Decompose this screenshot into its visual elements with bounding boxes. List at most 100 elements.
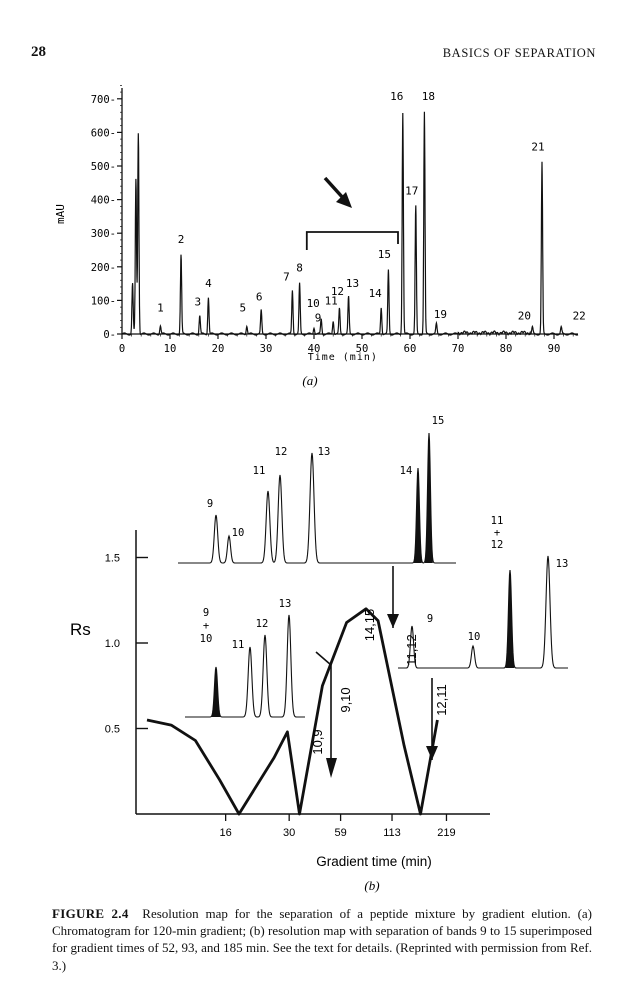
- peak-label: 15: [378, 248, 391, 261]
- figure-caption: FIGURE 2.4 Resolution map for the separa…: [52, 905, 592, 974]
- inset-93-plus: +: [203, 620, 209, 632]
- inset-93-filled-peak: [211, 667, 221, 717]
- arrow-52-path: [315, 651, 332, 770]
- inset-52-peak-label: 12: [275, 446, 288, 458]
- inset-185-peak-label: 12: [491, 539, 504, 551]
- y-tick-label: 0-: [103, 329, 116, 341]
- x-tick-label: 60: [404, 343, 417, 355]
- gradient-tick-label: 59: [334, 827, 346, 839]
- crossing-label: 12,11: [434, 684, 449, 716]
- y-tick-label: 100-: [91, 295, 116, 307]
- inset-52-trace: [178, 432, 456, 564]
- inset-185-peak-label: 9: [427, 613, 433, 625]
- inset-52-peak-label: 10: [232, 527, 245, 539]
- gradient-tick-label: 30: [283, 827, 295, 839]
- crossing-label: 11,12: [404, 634, 419, 666]
- chromatogram-trace: [121, 111, 579, 337]
- x-tick-label: 70: [452, 343, 465, 355]
- y-tick-label: 700-: [91, 94, 116, 106]
- pointer-arrow-shaft: [323, 176, 346, 201]
- x-tick-label: 30: [260, 343, 273, 355]
- peak-label: 22: [573, 309, 586, 322]
- inset-52-peak-label: 15: [432, 415, 445, 427]
- x-tick-label: 0: [119, 343, 125, 355]
- y-tick-label: 600-: [91, 127, 116, 139]
- gradient-axis-label: Gradient time (min): [316, 854, 432, 869]
- x-axis-label: Time (min): [308, 352, 378, 363]
- inset-93-peak-label: 12: [256, 618, 269, 630]
- peak-label: 2: [178, 233, 185, 246]
- peak-label: 14: [369, 287, 383, 300]
- rs-tick-label: 0.5: [105, 724, 120, 736]
- figure-label: FIGURE 2.4: [52, 906, 129, 921]
- y-tick-label: 400-: [91, 195, 116, 207]
- y-tick-label: 500-: [91, 161, 116, 173]
- rs-tick-label: 1.0: [105, 638, 120, 650]
- peak-label: 5: [239, 302, 246, 315]
- inset-52-filled-peak: [425, 433, 433, 563]
- peak-label: 17: [405, 184, 418, 197]
- peak-label: 4: [205, 277, 212, 290]
- inset-93-trace: [185, 614, 305, 718]
- bands-bracket: [305, 231, 399, 250]
- y-axis-label: mAU: [54, 204, 67, 224]
- pointer-arrow-head: [336, 192, 352, 208]
- chromatogram-panel-a: 0- 100- 200- 300- 400- 500- 600- 700- 0 10 20 30 40 5…: [54, 85, 586, 388]
- peak-label: 20: [518, 309, 531, 322]
- inset-52-peak-label: 9: [207, 498, 213, 510]
- panel-label-b: (b): [364, 878, 379, 893]
- peak-label: 18: [422, 90, 435, 103]
- peak-label: 13: [346, 277, 359, 290]
- peak-label: 6: [256, 290, 263, 303]
- inset-52-filled-peak: [414, 468, 422, 563]
- peak-label: 3: [194, 296, 201, 309]
- x-tick-label: 40: [308, 343, 321, 355]
- arrow-185-head: [426, 746, 438, 760]
- x-tick-label: 20: [212, 343, 225, 355]
- gradient-tick-label: 16: [220, 827, 232, 839]
- resolution-map-panel-b: 0.5 1.0 1.5 Rs 16 30 59 113 219 Gradient time (mi…: [70, 415, 568, 893]
- x-tick-label: 10: [164, 343, 177, 355]
- y-tick-label: 300-: [91, 228, 116, 240]
- running-title: BASICS OF SEPARATION: [442, 46, 596, 60]
- peak-label: 9: [315, 311, 322, 324]
- gradient-tick-label: 113: [383, 827, 401, 839]
- rs-axis-label: Rs: [70, 620, 91, 639]
- inset-185-peak-label: 13: [556, 558, 569, 570]
- crossing-label: 9,10: [338, 687, 353, 712]
- resolution-curve: [146, 607, 439, 816]
- peak-label: 12: [331, 285, 344, 298]
- rs-tick-label: 1.5: [105, 553, 120, 565]
- inset-93-peak-label: 10: [200, 633, 213, 645]
- inset-185-trace: [398, 555, 568, 669]
- inset-52-peak-label: 13: [318, 446, 331, 458]
- inset-93-peak-label: 13: [279, 598, 292, 610]
- inset-185-peak-label: 10: [468, 631, 481, 643]
- peak-label: 1: [157, 302, 164, 315]
- gradient-tick-label: 219: [437, 827, 455, 839]
- peak-label: 19: [434, 308, 447, 321]
- inset-52-peak-label: 11: [253, 465, 266, 477]
- arrow-52-head: [326, 758, 337, 778]
- page-number: 28: [31, 44, 46, 60]
- peak-label: 11: [325, 295, 338, 308]
- x-tick-label: 80: [500, 343, 513, 355]
- inset-185-filled-peak: [505, 570, 515, 668]
- peak-label: 10: [307, 297, 320, 310]
- panel-label-a: (a): [302, 373, 317, 388]
- peak-label: 16: [390, 90, 403, 103]
- peak-label: 8: [296, 262, 303, 275]
- x-tick-label: 90: [548, 343, 561, 355]
- crossing-label: 14,15: [362, 609, 377, 642]
- inset-93-peak-label: 11: [232, 639, 245, 651]
- crossing-label: 10,9: [310, 729, 325, 754]
- caption-text: Resolution map for the separation of a p…: [52, 906, 593, 973]
- peak-label: 7: [283, 270, 290, 283]
- arrow-93-head: [387, 614, 399, 628]
- inset-52-peak-label: 14: [400, 465, 413, 477]
- inset-185-plus: +: [494, 527, 500, 539]
- inset-185-peak-label: 11: [491, 515, 504, 527]
- inset-93-peak-label: 9: [203, 607, 209, 619]
- y-tick-label: 200-: [91, 262, 116, 274]
